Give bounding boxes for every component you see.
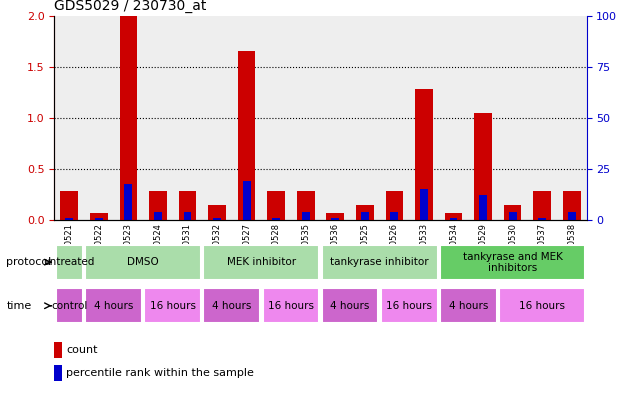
- Bar: [56, 245, 83, 279]
- Bar: [119, 16, 137, 220]
- Bar: [498, 16, 528, 220]
- Bar: [113, 16, 143, 220]
- Bar: [291, 16, 320, 220]
- Text: tankyrase and MEK
inhibitors: tankyrase and MEK inhibitors: [463, 252, 563, 273]
- Bar: [350, 16, 379, 220]
- Bar: [385, 191, 403, 220]
- Text: 4 hours: 4 hours: [330, 301, 370, 310]
- Bar: [438, 16, 469, 220]
- Bar: [203, 288, 260, 323]
- Bar: [445, 213, 462, 220]
- Bar: [85, 288, 142, 323]
- Bar: [232, 16, 262, 220]
- Text: 16 hours: 16 hours: [268, 301, 314, 310]
- Text: DMSO: DMSO: [128, 257, 159, 267]
- Bar: [272, 218, 280, 220]
- Bar: [149, 191, 167, 220]
- Bar: [415, 89, 433, 220]
- Bar: [320, 16, 350, 220]
- Bar: [479, 195, 487, 220]
- Text: count: count: [66, 345, 97, 355]
- Bar: [267, 191, 285, 220]
- Text: 4 hours: 4 hours: [449, 301, 488, 310]
- Text: 4 hours: 4 hours: [94, 301, 133, 310]
- Bar: [356, 205, 374, 220]
- Bar: [302, 212, 310, 220]
- Bar: [557, 16, 587, 220]
- Bar: [203, 245, 319, 279]
- Bar: [474, 113, 492, 220]
- Bar: [60, 191, 78, 220]
- Bar: [84, 16, 113, 220]
- Bar: [54, 16, 84, 220]
- Bar: [538, 218, 546, 220]
- Bar: [390, 212, 399, 220]
- Text: time: time: [6, 301, 31, 311]
- Bar: [322, 288, 378, 323]
- Text: MEK inhibitor: MEK inhibitor: [227, 257, 296, 267]
- Bar: [326, 213, 344, 220]
- Text: untreated: untreated: [44, 257, 95, 267]
- Bar: [124, 184, 133, 220]
- Bar: [508, 212, 517, 220]
- Bar: [533, 191, 551, 220]
- Text: 16 hours: 16 hours: [150, 301, 196, 310]
- Text: 16 hours: 16 hours: [519, 301, 565, 310]
- Bar: [213, 218, 221, 220]
- Bar: [409, 16, 438, 220]
- Bar: [242, 181, 251, 220]
- Bar: [56, 288, 83, 323]
- Bar: [361, 212, 369, 220]
- Bar: [440, 288, 497, 323]
- Bar: [420, 189, 428, 220]
- Bar: [85, 245, 201, 279]
- Text: 4 hours: 4 hours: [212, 301, 251, 310]
- Bar: [262, 16, 291, 220]
- Bar: [440, 245, 585, 279]
- Bar: [528, 16, 557, 220]
- Bar: [144, 288, 201, 323]
- Bar: [504, 205, 522, 220]
- Bar: [143, 16, 172, 220]
- Bar: [379, 16, 409, 220]
- Bar: [238, 51, 256, 220]
- Bar: [208, 205, 226, 220]
- Bar: [469, 16, 498, 220]
- Bar: [331, 218, 339, 220]
- Bar: [322, 245, 438, 279]
- Bar: [568, 212, 576, 220]
- Bar: [263, 288, 319, 323]
- Text: percentile rank within the sample: percentile rank within the sample: [66, 368, 254, 378]
- Text: tankyrase inhibitor: tankyrase inhibitor: [330, 257, 429, 267]
- Bar: [65, 218, 73, 220]
- Bar: [203, 16, 232, 220]
- Bar: [172, 16, 203, 220]
- Bar: [95, 218, 103, 220]
- Bar: [179, 191, 196, 220]
- Bar: [183, 212, 192, 220]
- Bar: [154, 212, 162, 220]
- Text: protocol: protocol: [6, 257, 52, 267]
- Bar: [297, 191, 315, 220]
- Bar: [563, 191, 581, 220]
- Bar: [90, 213, 108, 220]
- Text: control: control: [51, 301, 87, 310]
- Text: 16 hours: 16 hours: [386, 301, 432, 310]
- Bar: [499, 288, 585, 323]
- Bar: [381, 288, 438, 323]
- Bar: [449, 218, 458, 220]
- Text: GDS5029 / 230730_at: GDS5029 / 230730_at: [54, 0, 207, 13]
